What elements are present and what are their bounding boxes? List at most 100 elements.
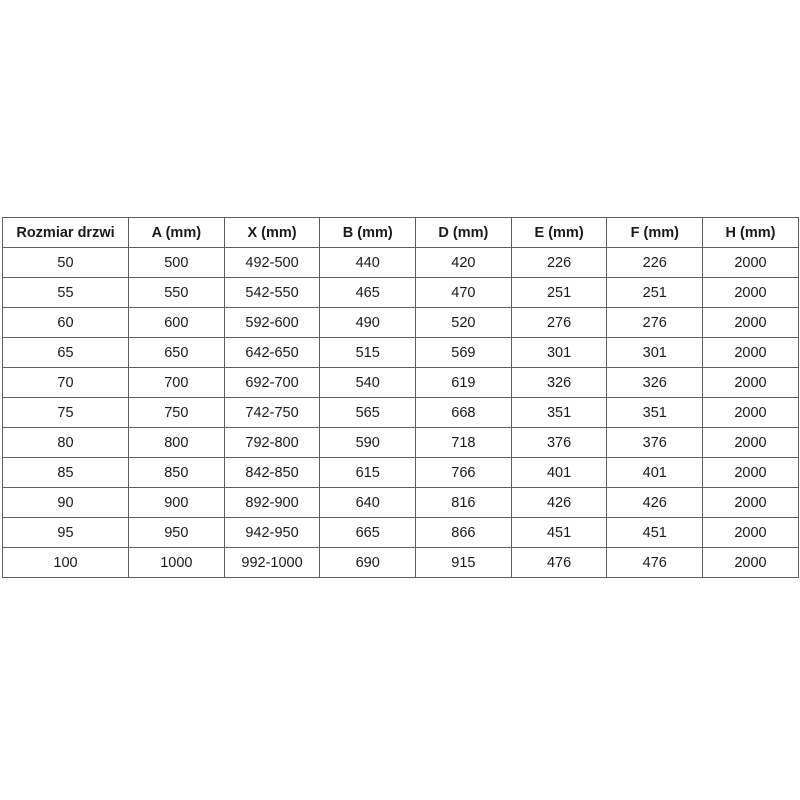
table-cell: 992-1000 bbox=[223, 547, 321, 578]
table-cell: 542-550 bbox=[223, 277, 321, 308]
table-cell: 665 bbox=[319, 517, 417, 548]
table-cell: 2000 bbox=[702, 517, 799, 548]
table-row: 100 1000 992-1000 690 915 476 476 2000 bbox=[2, 547, 799, 578]
table-body: 50 500 492-500 440 420 226 226 2000 55 550 542-550… bbox=[2, 247, 799, 578]
table-cell: 569 bbox=[415, 337, 512, 368]
column-header-0: Rozmiar drzwi bbox=[2, 217, 129, 248]
table-cell: 950 bbox=[128, 517, 225, 548]
table-cell: 640 bbox=[319, 487, 417, 518]
table-row: 75 750 742-750 565 668 351 351 2000 bbox=[2, 397, 799, 428]
table-row: 80 800 792-800 590 718 376 376 2000 bbox=[2, 427, 799, 458]
table-cell: 276 bbox=[606, 307, 704, 338]
table-cell: 401 bbox=[510, 457, 608, 488]
table-row: 50 500 492-500 440 420 226 226 2000 bbox=[2, 247, 799, 278]
table-cell: 600 bbox=[128, 307, 225, 338]
table-cell: 376 bbox=[606, 427, 704, 458]
table-cell: 465 bbox=[319, 277, 417, 308]
table-cell: 942-950 bbox=[223, 517, 321, 548]
table-cell: 326 bbox=[606, 367, 704, 398]
table-cell: 592-600 bbox=[223, 307, 321, 338]
table-cell: 2000 bbox=[702, 397, 799, 428]
table-cell: 792-800 bbox=[223, 427, 321, 458]
table-cell: 668 bbox=[415, 397, 512, 428]
table-cell: 892-900 bbox=[223, 487, 321, 518]
table-cell: 915 bbox=[415, 547, 512, 578]
table-cell: 690 bbox=[319, 547, 417, 578]
table-cell: 276 bbox=[510, 307, 608, 338]
table-cell: 301 bbox=[606, 337, 704, 368]
table-cell: 60 bbox=[2, 307, 129, 338]
column-header-6: F (mm) bbox=[606, 217, 704, 248]
table-cell: 85 bbox=[2, 457, 129, 488]
table-header-row: Rozmiar drzwi A (mm) X (mm) B (mm) D (mm) E (… bbox=[2, 217, 799, 248]
table-row: 85 850 842-850 615 766 401 401 2000 bbox=[2, 457, 799, 488]
table-cell: 70 bbox=[2, 367, 129, 398]
table-row: 60 600 592-600 490 520 276 276 2000 bbox=[2, 307, 799, 338]
table-cell: 251 bbox=[606, 277, 704, 308]
table-cell: 615 bbox=[319, 457, 417, 488]
table-cell: 750 bbox=[128, 397, 225, 428]
door-size-table: Rozmiar drzwi A (mm) X (mm) B (mm) D (mm) E (… bbox=[2, 217, 799, 578]
table-cell: 451 bbox=[510, 517, 608, 548]
table-cell: 692-700 bbox=[223, 367, 321, 398]
table-cell: 565 bbox=[319, 397, 417, 428]
table-cell: 100 bbox=[2, 547, 129, 578]
table-cell: 642-650 bbox=[223, 337, 321, 368]
table-row: 55 550 542-550 465 470 251 251 2000 bbox=[2, 277, 799, 308]
table-cell: 490 bbox=[319, 307, 417, 338]
table-cell: 451 bbox=[606, 517, 704, 548]
column-header-2: X (mm) bbox=[223, 217, 321, 248]
table-cell: 476 bbox=[510, 547, 608, 578]
table-cell: 65 bbox=[2, 337, 129, 368]
table-cell: 515 bbox=[319, 337, 417, 368]
table-row: 70 700 692-700 540 619 326 326 2000 bbox=[2, 367, 799, 398]
table-cell: 426 bbox=[510, 487, 608, 518]
table-cell: 426 bbox=[606, 487, 704, 518]
column-header-4: D (mm) bbox=[415, 217, 512, 248]
table-cell: 520 bbox=[415, 307, 512, 338]
table-cell: 2000 bbox=[702, 277, 799, 308]
table-row: 90 900 892-900 640 816 426 426 2000 bbox=[2, 487, 799, 518]
table-cell: 2000 bbox=[702, 337, 799, 368]
table-cell: 226 bbox=[510, 247, 608, 278]
table-cell: 476 bbox=[606, 547, 704, 578]
table-cell: 80 bbox=[2, 427, 129, 458]
table-cell: 420 bbox=[415, 247, 512, 278]
table-cell: 619 bbox=[415, 367, 512, 398]
table-cell: 470 bbox=[415, 277, 512, 308]
table-cell: 376 bbox=[510, 427, 608, 458]
table-cell: 226 bbox=[606, 247, 704, 278]
table-cell: 401 bbox=[606, 457, 704, 488]
table-cell: 842-850 bbox=[223, 457, 321, 488]
table-cell: 95 bbox=[2, 517, 129, 548]
table-cell: 2000 bbox=[702, 487, 799, 518]
table-cell: 2000 bbox=[702, 367, 799, 398]
table-cell: 718 bbox=[415, 427, 512, 458]
column-header-7: H (mm) bbox=[702, 217, 799, 248]
table-cell: 2000 bbox=[702, 307, 799, 338]
table-cell: 2000 bbox=[702, 247, 799, 278]
table-cell: 500 bbox=[128, 247, 225, 278]
table-cell: 816 bbox=[415, 487, 512, 518]
table-cell: 766 bbox=[415, 457, 512, 488]
table-cell: 492-500 bbox=[223, 247, 321, 278]
table-cell: 850 bbox=[128, 457, 225, 488]
table-cell: 650 bbox=[128, 337, 225, 368]
table-cell: 2000 bbox=[702, 547, 799, 578]
table-cell: 50 bbox=[2, 247, 129, 278]
table-cell: 2000 bbox=[702, 427, 799, 458]
table-cell: 742-750 bbox=[223, 397, 321, 428]
column-header-1: A (mm) bbox=[128, 217, 225, 248]
table-cell: 2000 bbox=[702, 457, 799, 488]
table-cell: 326 bbox=[510, 367, 608, 398]
table-cell: 90 bbox=[2, 487, 129, 518]
table-cell: 301 bbox=[510, 337, 608, 368]
table-cell: 351 bbox=[510, 397, 608, 428]
table-cell: 351 bbox=[606, 397, 704, 428]
table-cell: 540 bbox=[319, 367, 417, 398]
table-cell: 440 bbox=[319, 247, 417, 278]
column-header-5: E (mm) bbox=[510, 217, 608, 248]
table-cell: 251 bbox=[510, 277, 608, 308]
table-cell: 55 bbox=[2, 277, 129, 308]
